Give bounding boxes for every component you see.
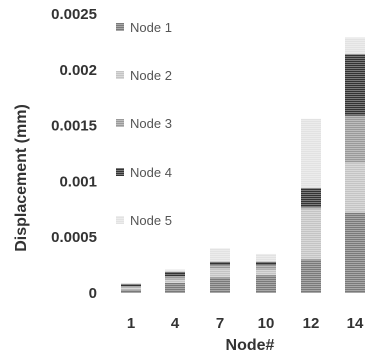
bar-segment-texture — [210, 268, 230, 278]
bar-segment-texture — [345, 162, 365, 213]
x-axis-title: Node# — [226, 337, 275, 354]
bars — [121, 37, 365, 293]
bar-segment-texture — [210, 265, 230, 269]
bar-segment-texture — [165, 279, 185, 283]
legend-label: Node 1 — [130, 20, 172, 35]
y-tick-label: 0.0005 — [51, 229, 97, 246]
bar-segment-texture — [210, 277, 230, 293]
x-tick-label: 4 — [171, 315, 180, 332]
bar-segment-texture — [210, 248, 230, 262]
legend-swatch-texture — [116, 119, 124, 127]
bar-segment-texture — [121, 284, 141, 287]
y-axis-ticks: 0 0.0005 0.001 0.0015 0.002 0.0025 — [51, 6, 97, 302]
bar-segment-texture — [256, 269, 276, 276]
bar-segment-texture — [345, 54, 365, 116]
bar-segment-texture — [121, 282, 141, 285]
y-tick-label: 0.0015 — [51, 118, 97, 135]
bar-segment-texture — [210, 261, 230, 266]
bar-segment-texture — [121, 287, 141, 290]
legend-swatch-texture — [116, 23, 124, 31]
bar-segment-texture — [165, 282, 185, 293]
legend: Node 1 Node 2 Node 3 Node 4 Node 5 — [116, 20, 172, 228]
bar-segment-texture — [301, 209, 321, 260]
legend-label: Node 2 — [130, 68, 172, 83]
bar-segment-texture — [301, 188, 321, 208]
bar-segment-texture — [345, 115, 365, 163]
x-tick-label: 14 — [347, 315, 364, 332]
bar-segment-texture — [256, 253, 276, 262]
x-tick-label: 7 — [216, 315, 224, 332]
bar-segment-texture — [121, 286, 141, 288]
legend-label: Node 5 — [130, 213, 172, 228]
x-tick-label: 12 — [303, 315, 320, 332]
x-tick-label: 10 — [258, 315, 275, 332]
y-axis-title: Displacement (mm) — [13, 104, 30, 252]
y-tick-label: 0.001 — [59, 173, 97, 190]
legend-label: Node 4 — [130, 165, 172, 180]
legend-label: Node 3 — [130, 116, 172, 131]
bar-segment-texture — [165, 271, 185, 277]
y-tick-label: 0 — [89, 285, 97, 302]
y-tick-label: 0.002 — [59, 62, 97, 79]
bar-segment-texture — [301, 207, 321, 210]
bar-segment-texture — [165, 269, 185, 272]
y-tick-label: 0.0025 — [51, 6, 97, 23]
bar-segment-texture — [301, 118, 321, 189]
bar-segment-texture — [301, 259, 321, 293]
bar-segment-texture — [256, 275, 276, 293]
bar-segment-texture — [121, 289, 141, 293]
bar-segment-texture — [165, 276, 185, 280]
bar-segment-texture — [256, 261, 276, 266]
legend-swatch-texture — [116, 71, 124, 79]
legend-swatch-texture — [116, 168, 124, 176]
legend-swatch-texture — [116, 216, 124, 224]
bar-segment-texture — [256, 265, 276, 270]
bar-segment-texture — [345, 37, 365, 55]
bar-segment-texture — [345, 212, 365, 293]
x-axis-ticks: 1 4 7 10 12 14 — [127, 315, 364, 332]
x-tick-label: 1 — [127, 315, 135, 332]
